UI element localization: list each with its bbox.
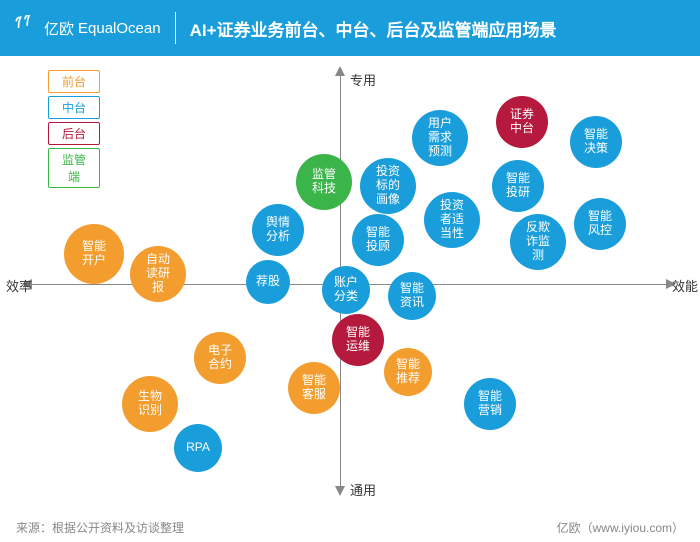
bubble: 用户 需求 预测 <box>412 110 468 166</box>
legend-item: 监管端 <box>48 148 100 188</box>
legend-item: 中台 <box>48 96 100 119</box>
bubble: 智能 运维 <box>332 314 384 366</box>
bubble: 反欺 诈监 测 <box>510 214 566 270</box>
header-title: AI+证券业务前台、中台、后台及监管端应用场景 <box>190 16 557 41</box>
x-right-label: 效能 <box>672 276 698 295</box>
bubble: RPA <box>174 424 222 472</box>
bubble: 监管 科技 <box>296 154 352 210</box>
arrow-up <box>335 66 345 76</box>
brand-cn: 亿欧 <box>44 18 74 39</box>
bubble: 智能 决策 <box>570 116 622 168</box>
bubble: 智能 营销 <box>464 378 516 430</box>
header-bar: 亿欧 EqualOcean AI+证券业务前台、中台、后台及监管端应用场景 <box>0 0 700 56</box>
y-top-label: 专用 <box>350 70 376 89</box>
brand-en: EqualOcean <box>78 20 161 37</box>
bubble: 智能 风控 <box>574 198 626 250</box>
bubble: 投资 者适 当性 <box>424 192 480 248</box>
bubble: 证券 中台 <box>496 96 548 148</box>
bubble: 生物 识别 <box>122 376 178 432</box>
brand-logo: 亿欧 EqualOcean <box>12 15 161 41</box>
bubble: 智能 开户 <box>64 224 124 284</box>
bubble: 账户 分类 <box>322 266 370 314</box>
bubble: 智能 投研 <box>492 160 544 212</box>
bubble: 投资 标的 画像 <box>360 158 416 214</box>
bubble: 自动 读研 报 <box>130 246 186 302</box>
y-bottom-label: 通用 <box>350 480 376 499</box>
bubble: 智能 资讯 <box>388 272 436 320</box>
canvas: 亿欧 EqualOcean AI+证券业务前台、中台、后台及监管端应用场景 前台… <box>0 0 700 542</box>
bubble: 智能 客服 <box>288 362 340 414</box>
footer-brand: 亿欧（www.iyiou.com） <box>557 519 684 536</box>
x-left-label: 效率 <box>6 276 32 295</box>
legend-item: 前台 <box>48 70 100 93</box>
arrow-down <box>335 486 345 496</box>
bubble: 智能 推荐 <box>384 348 432 396</box>
header-divider <box>175 12 176 44</box>
footer-source: 来源：根据公开资料及访谈整理 <box>16 519 184 536</box>
bubble: 电子 合约 <box>194 332 246 384</box>
bubble: 舆情 分析 <box>252 204 304 256</box>
legend-item: 后台 <box>48 122 100 145</box>
bubble: 荐股 <box>246 260 290 304</box>
footer: 来源：根据公开资料及访谈整理 亿欧（www.iyiou.com） <box>0 512 700 542</box>
legend: 前台中台后台监管端 <box>48 70 100 191</box>
bubble: 智能 投顾 <box>352 214 404 266</box>
logo-icon <box>12 15 38 41</box>
chart-area: 前台中台后台监管端 效率 效能 专用通用 智能 开户自动 读研 报电子 合约生物 识别… <box>0 56 700 512</box>
